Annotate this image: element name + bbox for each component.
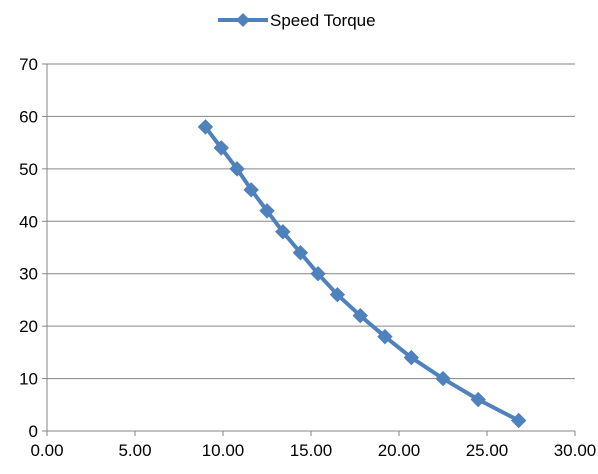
y-tick-label: 0 xyxy=(29,422,38,441)
data-point-marker xyxy=(259,203,275,219)
x-tick-label: 10.00 xyxy=(202,441,245,460)
data-point-marker xyxy=(352,307,368,324)
x-tick-label: 25.00 xyxy=(466,441,509,460)
data-point-marker xyxy=(403,349,420,366)
data-point-marker xyxy=(435,370,451,387)
data-point-marker xyxy=(229,161,245,177)
data-point-marker xyxy=(243,182,259,198)
data-point-marker xyxy=(275,224,291,240)
y-tick-label: 70 xyxy=(19,55,38,74)
data-point-marker xyxy=(310,266,326,282)
x-tick-label: 30.00 xyxy=(554,441,597,460)
y-tick-label: 30 xyxy=(19,265,38,284)
x-tick-label: 20.00 xyxy=(378,441,421,460)
data-point-marker xyxy=(213,140,229,156)
legend-marker-diamond xyxy=(236,13,250,27)
y-tick-label: 40 xyxy=(19,212,38,231)
data-point-marker xyxy=(197,119,214,135)
data-point-marker xyxy=(470,391,486,408)
series-speed-torque xyxy=(197,119,527,429)
y-tick-labels: 0 10 20 30 40 50 60 70 xyxy=(19,55,38,441)
legend-label: Speed Torque xyxy=(270,11,376,30)
legend: Speed Torque xyxy=(218,11,376,30)
x-tick-label: 15.00 xyxy=(290,441,333,460)
y-tick-label: 50 xyxy=(19,160,38,179)
data-point-marker xyxy=(292,245,309,261)
x-tick-label: 5.00 xyxy=(118,441,151,460)
axes xyxy=(42,63,576,436)
x-tick-label: 0.00 xyxy=(30,441,63,460)
gridlines xyxy=(47,63,575,380)
data-point-marker xyxy=(377,328,393,345)
y-tick-label: 20 xyxy=(19,317,38,336)
x-tick-labels: 0.00 5.00 10.00 15.00 20.00 25.00 30.00 xyxy=(30,441,596,460)
y-tick-label: 60 xyxy=(19,107,38,126)
data-point-marker xyxy=(510,412,527,429)
data-point-marker xyxy=(329,286,346,303)
y-tick-label: 10 xyxy=(19,370,38,389)
